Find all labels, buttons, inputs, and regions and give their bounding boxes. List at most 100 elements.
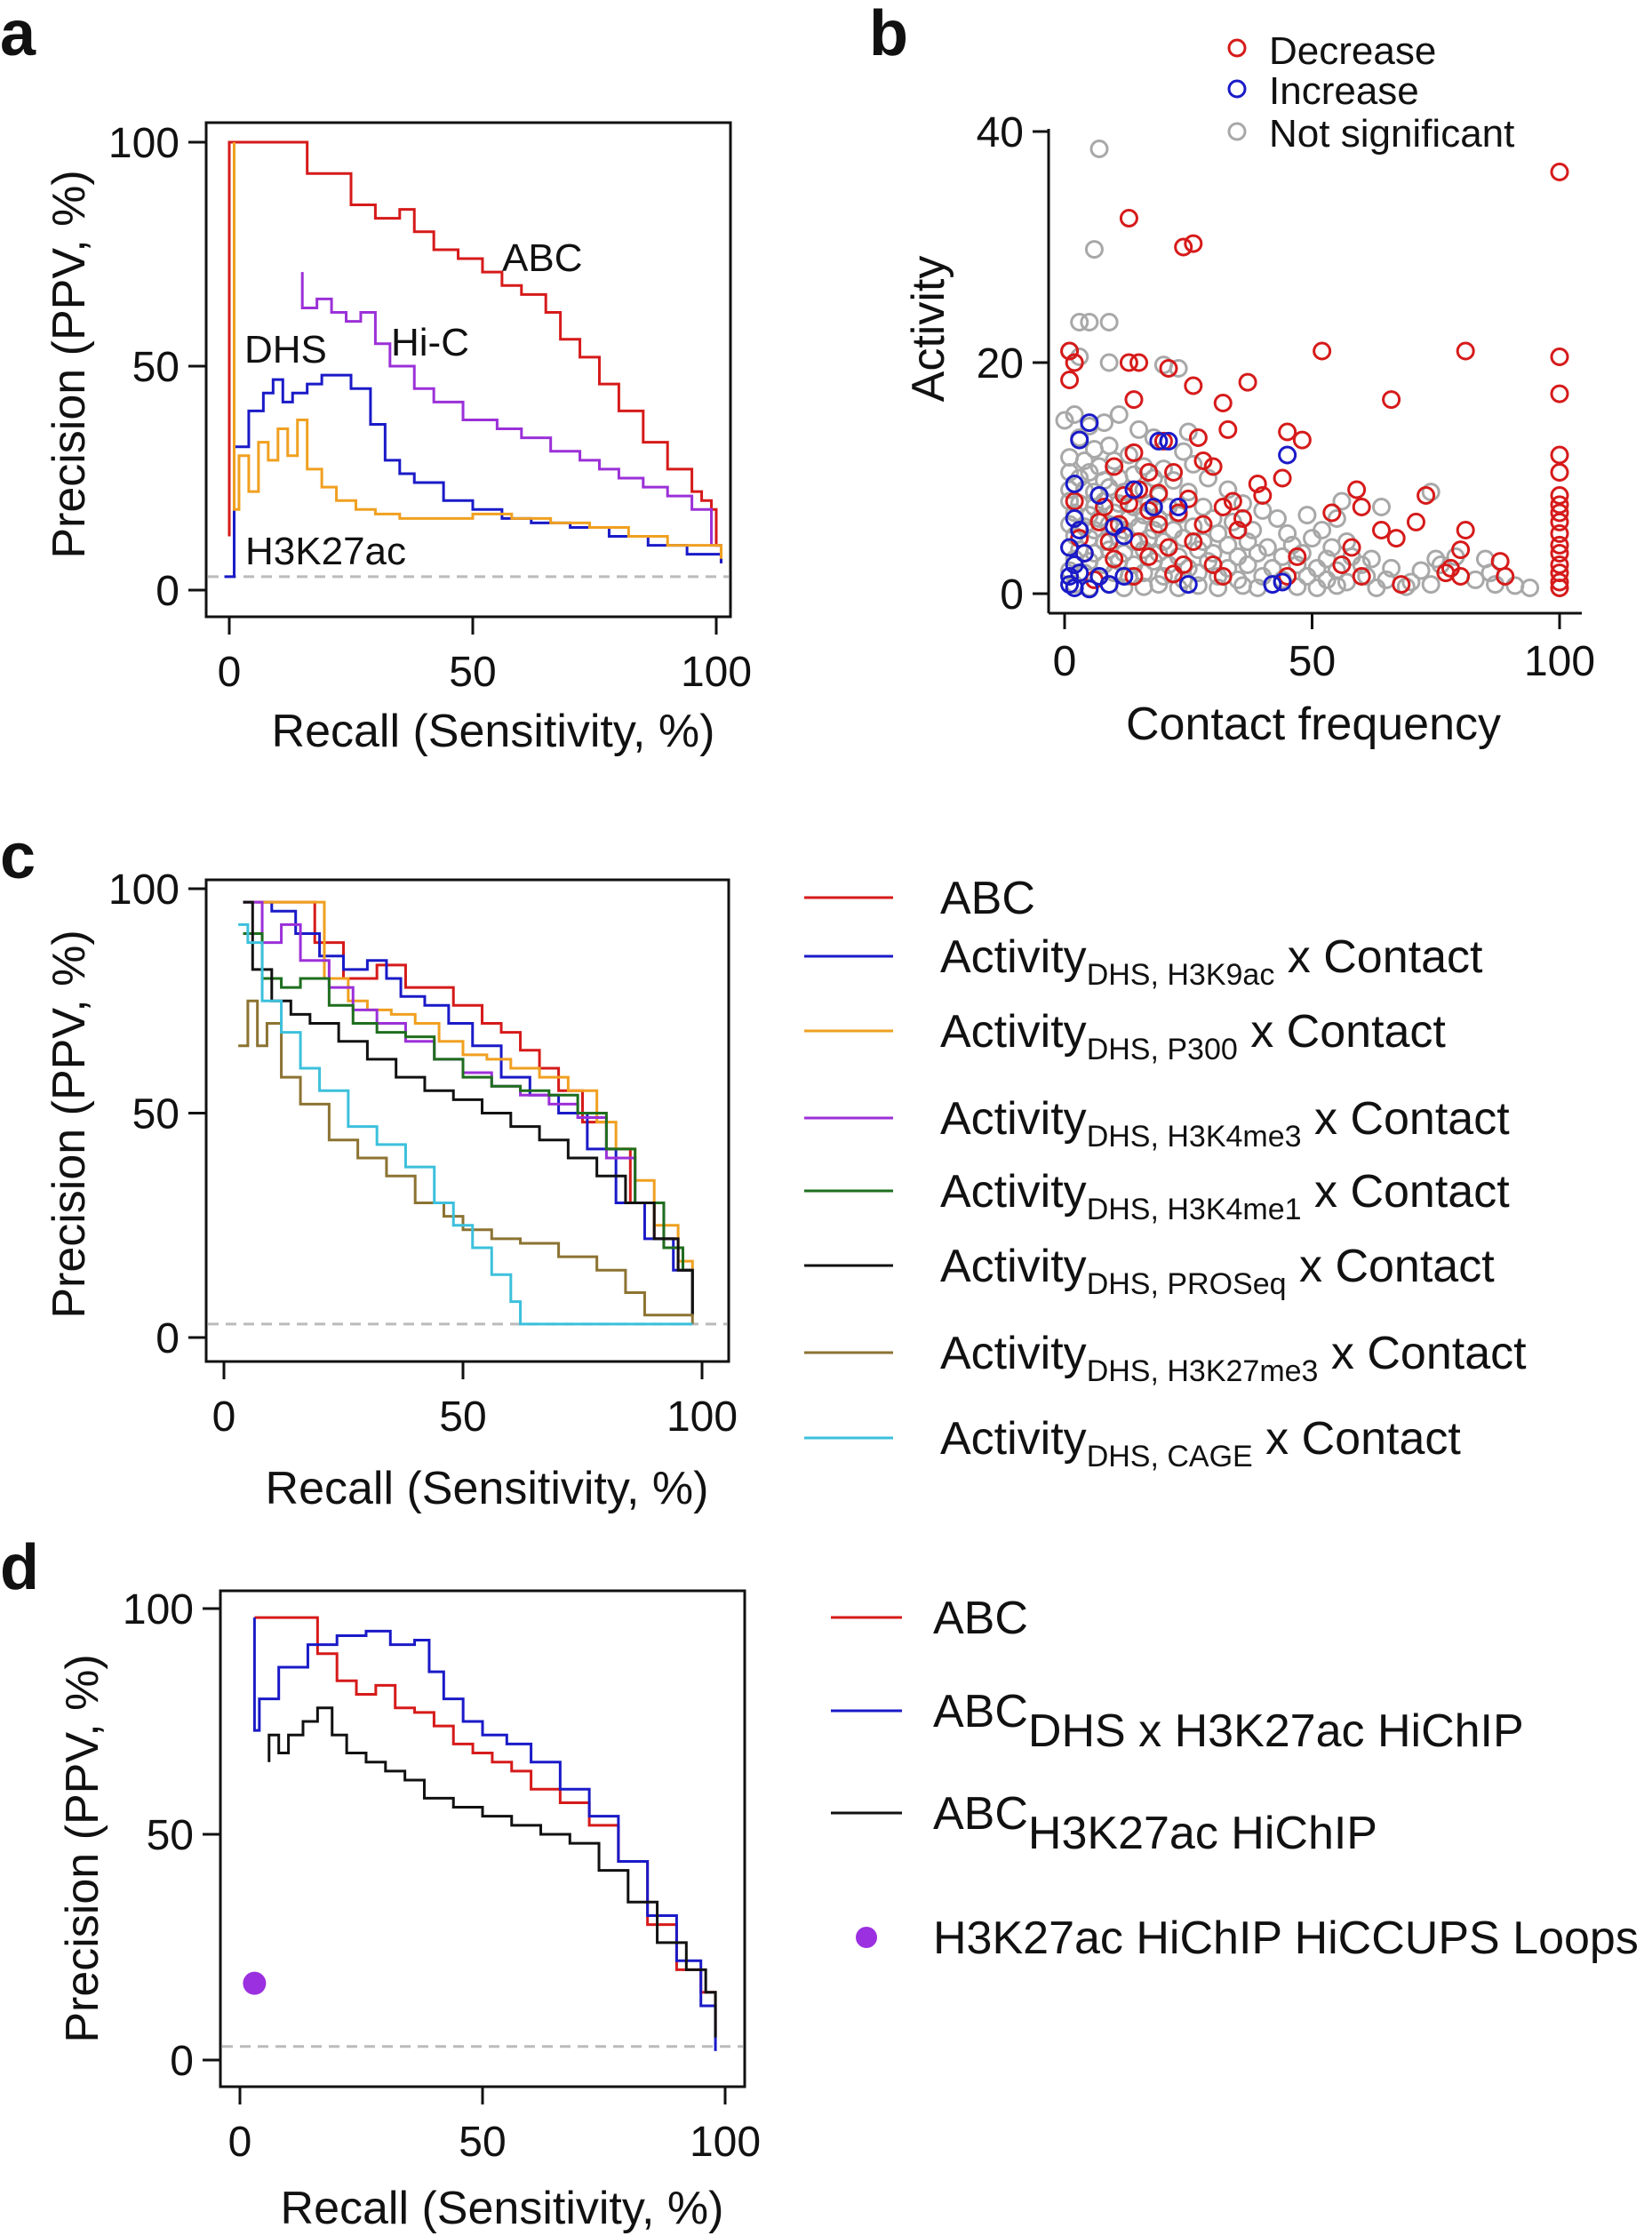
scatter-point-red (1174, 555, 1193, 574)
scatter-point-red (1456, 521, 1475, 539)
y-tick-label: 0 (156, 1315, 180, 1362)
scatter-point-gray (1184, 454, 1203, 474)
scatter-point-red (1386, 529, 1406, 548)
scatter-point-blue (1114, 526, 1134, 546)
scatter-point-red (1352, 567, 1371, 586)
legend-increase: Increase (1269, 69, 1419, 113)
scatter-point-red (1550, 463, 1569, 482)
series-line-red (254, 1616, 717, 2038)
scatter-point-gray (1153, 532, 1173, 551)
curve-label-abc: ABC (502, 236, 582, 280)
legend-entry: ActivityDHS, H3K9ac x Contact (940, 931, 1483, 992)
x-tick-label: 0 (228, 2119, 252, 2166)
scatter-point-blue (1080, 579, 1099, 599)
y-tick-label: 40 (977, 109, 1024, 156)
legend-entry: ABCDHS x H3K27ac HiChIP (933, 1686, 1524, 1757)
scatter-point-blue (1080, 413, 1099, 433)
scatter-point-gray (1188, 576, 1208, 595)
scatter-point-gray (1149, 575, 1169, 595)
scatter-point-gray (1382, 558, 1401, 578)
scatter-point-red (1550, 535, 1569, 555)
scatter-point-red (1550, 544, 1569, 563)
panel-b-label: b (869, 0, 908, 69)
scatter-point-red (1288, 547, 1307, 566)
legend-entry: ActivityDHS, P300 x Contact (940, 1006, 1446, 1066)
legend-marker-increase (1227, 79, 1247, 99)
scatter-point-red (1159, 359, 1178, 378)
scatter-point-red (1456, 341, 1475, 361)
panel-a-ylabel: Precision (PPV, %) (44, 170, 95, 558)
scatter-point-red (1174, 237, 1193, 257)
scatter-point-gray (1327, 509, 1346, 528)
panel-c-label: c (0, 821, 36, 892)
legend-marker-not-significant (1227, 122, 1247, 141)
panel-c-legend: ABC ActivityDHS, H3K9ac x Contact Activity… (804, 873, 1527, 1473)
scatter-point-gray (1199, 468, 1218, 488)
scatter-point-red (1188, 428, 1208, 447)
scatter-point-gray (1327, 576, 1346, 595)
scatter-point-gray (1055, 411, 1074, 430)
scatter-point-gray (1099, 313, 1119, 331)
scatter-point-red (1139, 547, 1159, 566)
scatter-point-gray (1361, 549, 1381, 569)
scatter-point-blue (1273, 572, 1292, 592)
y-tick-label: 100 (123, 1586, 194, 1633)
scatter-point-blue (1159, 431, 1178, 451)
y-tick-label: 0 (1000, 571, 1024, 619)
x-tick-label: 0 (212, 1394, 236, 1441)
y-tick-label: 0 (156, 568, 180, 615)
scatter-point-gray (1238, 532, 1257, 551)
scatter-point-gray (1060, 448, 1080, 467)
scatter-point-red (1342, 538, 1361, 557)
panel-a-xlabel: Recall (Sensitivity, %) (272, 706, 715, 757)
scatter-point-red (1550, 384, 1569, 403)
scatter-point-gray (1084, 240, 1104, 260)
scatter-point-red (1129, 353, 1149, 372)
panel-d-series (243, 1616, 717, 2051)
panel-d-label: d (0, 1532, 39, 1603)
scatter-point-red (1550, 523, 1569, 543)
scatter-point-gray (1218, 535, 1238, 555)
scatter-point-red (1392, 575, 1411, 595)
scatter-point-red (1332, 555, 1352, 574)
panel-a-label: a (0, 0, 36, 69)
scatter-point-red (1105, 549, 1124, 569)
panel-b-y-axis: 0 20 40 (977, 109, 1049, 619)
scatter-point-gray (1089, 140, 1109, 158)
scatter-point-red (1218, 419, 1238, 439)
scatter-point-red (1278, 567, 1297, 586)
scatter-point-gray (1099, 353, 1119, 372)
scatter-point-gray (1253, 500, 1273, 520)
x-tick-label: 50 (449, 649, 496, 696)
curve-label-h3k27ac: H3K27ac (245, 530, 406, 573)
scatter-point-gray (1105, 451, 1124, 470)
scatter-point-red (1238, 372, 1257, 392)
y-tick-label: 50 (132, 344, 180, 391)
panel-c-ylabel: Precision (PPV, %) (44, 930, 95, 1318)
scatter-point-red (1164, 564, 1184, 584)
legend-dot (856, 1927, 877, 1948)
scatter-point-red (1153, 431, 1173, 451)
scatter-point-gray (1174, 529, 1193, 548)
x-tick-label: 0 (1053, 638, 1077, 685)
legend-entry: ActivityDHS, CAGE x Contact (940, 1413, 1461, 1473)
scatter-point-red (1184, 376, 1203, 395)
scatter-point-red (1065, 353, 1084, 372)
scatter-point-blue (1105, 517, 1124, 537)
scatter-point-gray (1426, 549, 1446, 569)
scatter-point-red (1352, 498, 1371, 516)
scatter-point-gray (1134, 563, 1153, 583)
scatter-point-red (1417, 486, 1436, 505)
scatter-point-blue (1070, 521, 1089, 539)
panel-b-x-axis: 0 50 100 (1053, 613, 1595, 685)
curve-label-dhs: DHS (244, 328, 327, 371)
x-tick-label: 0 (218, 649, 242, 696)
scatter-point-gray (1465, 570, 1485, 589)
scatter-point-gray (1332, 491, 1352, 511)
series-line-purple (300, 272, 722, 563)
x-tick-label: 50 (1289, 638, 1336, 685)
scatter-point-red (1213, 498, 1233, 516)
panel-c-chart: 0 50 100 0 50 100 Recall (Sensitivity, %) Pr… (44, 866, 1527, 1514)
scatter-point-blue (1089, 486, 1109, 505)
